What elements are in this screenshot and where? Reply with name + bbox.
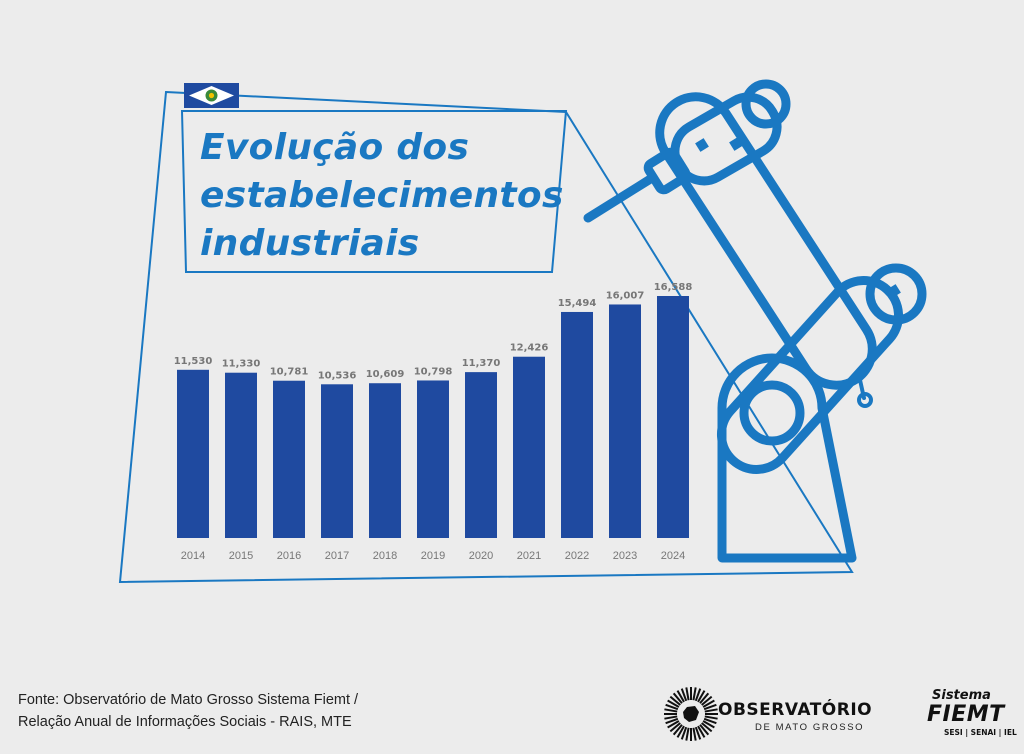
chart-frame	[118, 90, 854, 584]
x-tick-2018: 2018	[373, 550, 397, 562]
bar-2023	[609, 304, 641, 538]
chart-title-line-3: industriais	[200, 223, 420, 264]
bar-2017	[321, 384, 353, 538]
value-label-2018: 10,609	[366, 369, 405, 380]
title-frame	[180, 110, 568, 273]
mato-grosso-flag-icon	[184, 83, 239, 108]
bar-2024	[657, 296, 689, 538]
bar-2022	[561, 311, 593, 538]
fiemt-logo-icon: FIEMT	[927, 702, 1005, 727]
bar-2016	[273, 380, 305, 538]
x-tick-label-group: 2014 2015 2016 2017 2018 2019 2020 2021 2022 2023…	[181, 550, 685, 562]
chart-title-line-2: estabelecimentos	[200, 175, 564, 216]
robotic-arm-icon	[583, 79, 927, 563]
bar-2014	[177, 369, 209, 538]
fiemt-logo-top: Sistema	[932, 688, 991, 703]
x-tick-2019: 2019	[421, 550, 445, 562]
x-tick-2022: 2022	[565, 550, 589, 562]
bar-series	[177, 296, 689, 538]
source-line-2: Relação Anual de Informações Sociais - R…	[18, 714, 352, 730]
chart-title-line-1: Evolução dos	[200, 127, 470, 168]
fiemt-logo-subtitle: SESI | SENAI | IEL	[944, 728, 1017, 737]
robotic-arm-details	[695, 137, 901, 298]
x-tick-2024: 2024	[661, 550, 685, 562]
bar-2018	[369, 383, 401, 538]
value-label-2023: 16,007	[606, 290, 645, 301]
bar-2021	[513, 356, 545, 538]
value-label-2015: 11,330	[222, 359, 261, 370]
value-label-2022: 15,494	[558, 298, 597, 309]
bar-2015	[225, 372, 257, 538]
value-label-group: 11,530 11,330 10,781 10,536 10,609 10,798 11,3…	[174, 282, 693, 381]
value-label-2016: 10,781	[270, 367, 309, 378]
value-label-2014: 11,530	[174, 356, 213, 367]
x-tick-2015: 2015	[229, 550, 253, 562]
value-label-2021: 12,426	[510, 343, 549, 354]
observatorio-logo-icon	[664, 687, 718, 741]
value-label-2019: 10,798	[414, 366, 453, 377]
bar-2020	[465, 372, 497, 538]
observatorio-logo-subtitle: DE MATO GROSSO	[755, 722, 865, 733]
source-line-1: Fonte: Observatório de Mato Grosso Siste…	[18, 692, 359, 708]
observatorio-logo-name: OBSERVATÓRIO	[718, 700, 873, 720]
bar-2019	[417, 380, 449, 538]
x-tick-2014: 2014	[181, 550, 205, 562]
x-tick-2017: 2017	[325, 550, 349, 562]
x-tick-2023: 2023	[613, 550, 637, 562]
value-label-2020: 11,370	[462, 358, 501, 369]
value-label-2017: 10,536	[318, 370, 357, 381]
x-tick-2016: 2016	[277, 550, 301, 562]
x-tick-2021: 2021	[517, 550, 541, 562]
source-note: Fonte: Observatório de Mato Grosso Siste…	[18, 689, 438, 733]
value-label-2024: 16,588	[654, 282, 693, 293]
x-tick-2020: 2020	[469, 550, 493, 562]
